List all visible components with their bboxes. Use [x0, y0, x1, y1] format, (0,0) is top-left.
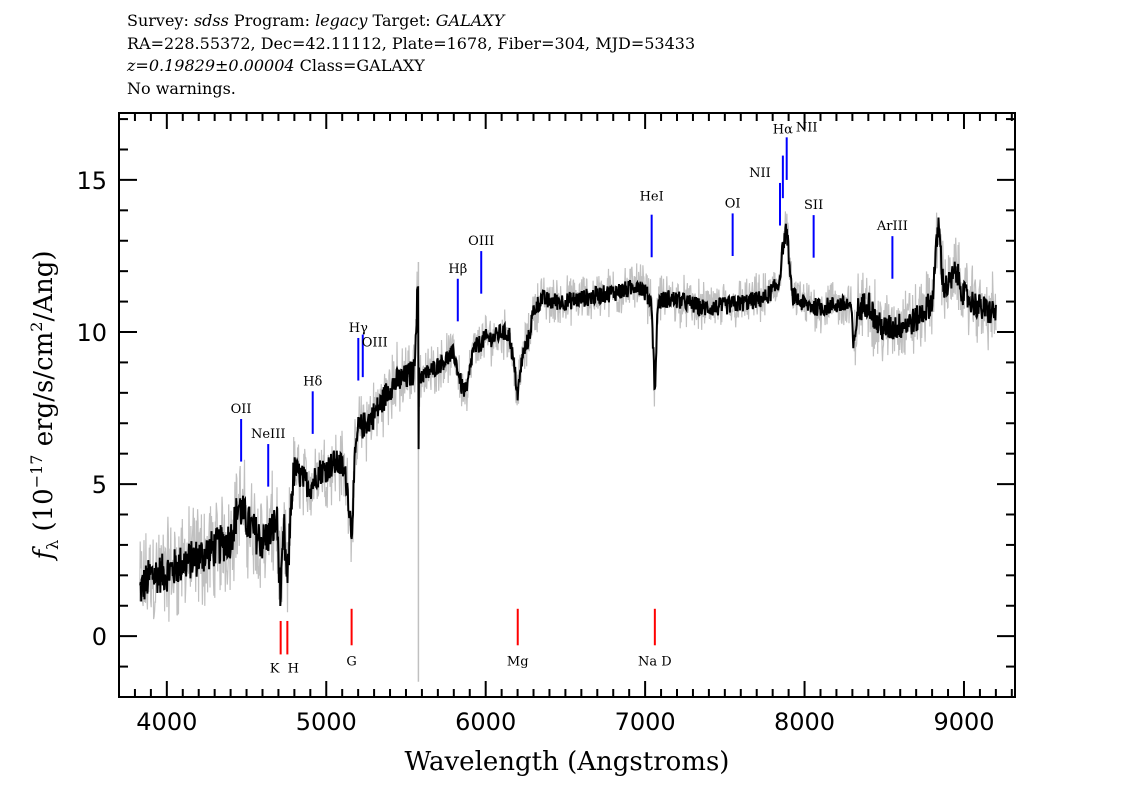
marker-label: NII [749, 166, 771, 181]
x-tick-label: 5000 [296, 708, 357, 736]
marker-label: Hα [773, 123, 793, 138]
target-label: Target: [372, 11, 431, 30]
marker-label: NII [796, 120, 818, 135]
error-line [139, 211, 997, 622]
spectrum-header: Survey: sdss Program: legacy Target: GAL… [127, 10, 695, 100]
marker-label: Hγ [349, 321, 368, 336]
marker-label: NeIII [251, 427, 285, 442]
header-line-1: Survey: sdss Program: legacy Target: GAL… [127, 10, 695, 33]
marker-label: H [288, 662, 299, 677]
marker-label: Mg [507, 654, 529, 669]
marker-label: Hβ [448, 262, 467, 277]
marker-label: OII [231, 402, 252, 417]
y-axis-label: fλ (10−17 erg/s/cm2/Ang) [27, 250, 62, 561]
axis-ticks: 4000 5000 6000 7000 8000 9000 0 5 10 15 [76, 113, 1015, 736]
marker-label: ArIII [876, 219, 908, 234]
header-coordinates: RA=228.55372, Dec=42.11112, Plate=1678, … [127, 33, 696, 53]
header-line-3: z=0.19829±0.00004 Class=GALAXY [127, 55, 695, 78]
class-value: Class=GALAXY [299, 56, 425, 75]
y-axis-label-text: fλ (10−17 erg/s/cm2/Ang) [27, 250, 62, 561]
warnings-text: No warnings. [127, 78, 236, 98]
marker-label: OIII [468, 234, 494, 249]
marker-label: Hδ [303, 374, 322, 389]
plot-frame [118, 112, 1016, 698]
marker-label: SII [804, 198, 823, 213]
x-tick-label: 7000 [615, 708, 676, 736]
y-tick-label: 5 [92, 471, 107, 499]
y-tick-label: 10 [76, 319, 107, 347]
marker-label: G [346, 654, 356, 669]
x-axis-label: Wavelength (Angstroms) [405, 747, 730, 777]
x-tick-label: 9000 [933, 708, 994, 736]
flux-series [139, 217, 997, 607]
marker-label: Na D [638, 654, 672, 669]
x-tick-label: 4000 [136, 708, 197, 736]
flux-line [139, 217, 997, 607]
marker-label: K [270, 662, 280, 677]
target-value: GALAXY [435, 11, 505, 30]
marker-label: OI [725, 196, 741, 211]
program-label: Program: [233, 11, 310, 30]
marker-label: HeI [640, 190, 664, 205]
y-tick-label: 0 [92, 623, 107, 651]
x-tick-label: 8000 [774, 708, 835, 736]
x-tick-label: 6000 [455, 708, 516, 736]
survey-label: Survey: [127, 11, 189, 30]
survey-value: sdss [193, 11, 229, 30]
marker-label: OIII [362, 336, 388, 351]
redshift-value: z=0.19829±0.00004 [127, 56, 295, 75]
y-tick-label: 15 [76, 167, 107, 195]
program-value: legacy [315, 11, 368, 30]
